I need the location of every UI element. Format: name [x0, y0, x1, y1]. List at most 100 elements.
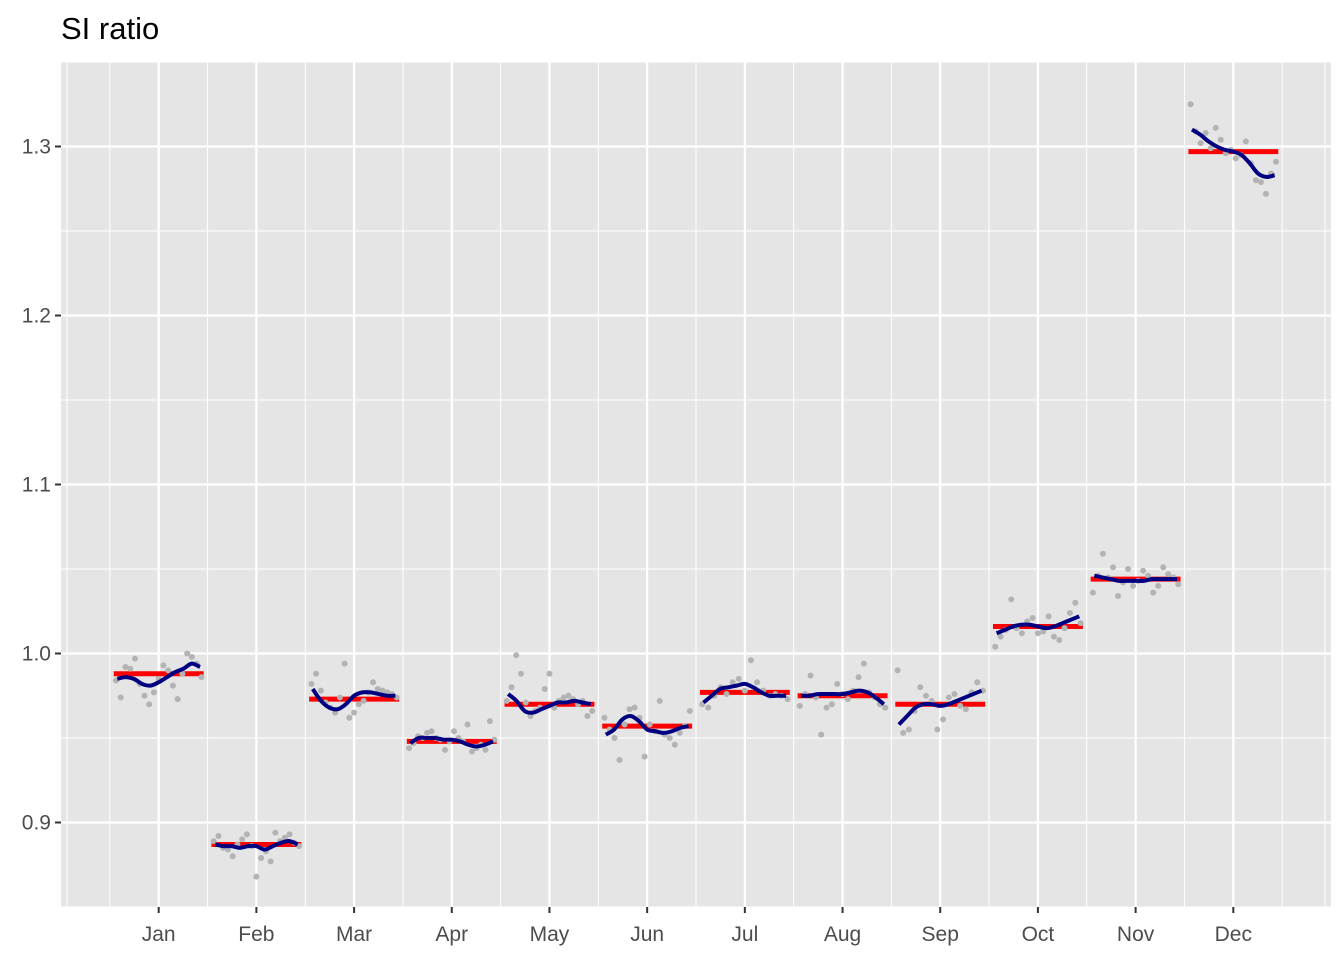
data-point-sep	[957, 702, 964, 709]
data-point-apr	[468, 748, 475, 755]
data-point-nov	[1165, 571, 1172, 578]
x-tick-label-may: May	[530, 923, 570, 946]
data-point-jan	[146, 701, 153, 708]
data-point-may	[513, 652, 520, 659]
data-point-oct	[1045, 613, 1052, 620]
data-point-may	[508, 684, 515, 691]
data-point-nov	[1130, 582, 1137, 589]
data-point-dec	[1207, 145, 1214, 152]
data-point-oct	[1072, 599, 1079, 606]
data-point-oct	[1034, 630, 1041, 637]
data-point-jun	[641, 753, 648, 760]
data-point-oct	[1056, 636, 1063, 643]
data-point-sep	[940, 716, 947, 723]
data-point-jul	[723, 691, 730, 698]
x-axis: Jan Feb Mar Apr May Jun Jul Aug Sep Oct Nov Dec	[142, 907, 1252, 946]
data-point-dec	[1257, 178, 1264, 185]
data-point-sep	[894, 667, 901, 674]
data-point-sep	[974, 679, 981, 686]
data-point-jan	[188, 653, 195, 660]
y-tick-label: 1.1	[22, 474, 51, 497]
data-point-may	[565, 692, 572, 699]
data-point-sep	[900, 729, 907, 736]
data-point-oct	[1066, 609, 1073, 616]
data-point-feb	[267, 858, 274, 865]
data-point-feb	[243, 831, 250, 838]
x-tick-label-dec: Dec	[1215, 923, 1252, 946]
trend-line-jul	[702, 681, 787, 705]
data-point-dec	[1212, 124, 1219, 131]
x-tick-label-jun: Jun	[630, 923, 664, 946]
data-point-jul	[747, 657, 754, 664]
data-point-feb	[210, 838, 217, 845]
data-point-oct	[992, 643, 999, 650]
trend-lines	[116, 127, 1276, 852]
data-point-aug	[882, 704, 889, 711]
data-point-apr	[428, 728, 435, 735]
trend-line-mar	[311, 687, 396, 712]
data-point-mar	[341, 660, 348, 667]
data-point-mar	[308, 680, 315, 687]
data-point-jul	[741, 687, 748, 694]
chart-title: SI ratio	[61, 11, 159, 46]
data-point-mar	[379, 687, 386, 694]
data-point-jun	[656, 697, 663, 704]
data-point-dec	[1202, 129, 1209, 136]
data-point-jan	[141, 692, 148, 699]
data-point-sep	[923, 692, 930, 699]
x-tick-label-sep: Sep	[922, 923, 959, 946]
data-point-jun	[631, 704, 638, 711]
x-tick-label-jul: Jul	[731, 923, 758, 946]
data-point-mar	[351, 709, 358, 716]
data-point-nov	[1125, 566, 1132, 572]
data-point-feb	[239, 836, 246, 843]
data-point-jun	[616, 756, 623, 763]
data-point-jan	[184, 650, 191, 657]
data-point-mar	[313, 670, 320, 677]
data-point-jul	[705, 704, 712, 711]
data-point-oct	[1029, 615, 1036, 622]
data-point-jan	[131, 655, 138, 662]
data-point-nov	[1150, 589, 1157, 596]
data-point-dec	[1272, 158, 1279, 165]
data-point-dec	[1217, 136, 1224, 143]
data-point-nov	[1099, 550, 1106, 557]
data-point-may	[589, 707, 596, 714]
data-point-aug	[828, 701, 835, 708]
data-point-may	[518, 670, 525, 677]
data-point-feb	[272, 829, 279, 836]
data-point-dec	[1252, 177, 1259, 184]
data-point-jun	[671, 741, 678, 748]
trend-line-nov	[1093, 573, 1177, 583]
y-tick-label: 1.3	[22, 136, 51, 159]
data-point-dec	[1242, 138, 1249, 145]
data-point-mar	[317, 687, 324, 694]
data-point-aug	[855, 674, 862, 681]
data-point-sep	[905, 726, 912, 733]
data-point-apr	[482, 746, 489, 753]
data-point-dec	[1232, 155, 1239, 162]
data-point-jan	[179, 670, 186, 677]
grid-major	[61, 62, 1331, 907]
data-point-jun	[666, 735, 673, 741]
data-point-aug	[796, 702, 803, 709]
data-point-jan	[174, 696, 181, 703]
data-point-nov	[1175, 581, 1182, 588]
data-point-jul	[735, 675, 742, 682]
x-tick-label-nov: Nov	[1117, 923, 1155, 946]
data-point-apr	[486, 718, 493, 725]
data-point-jun	[611, 735, 618, 741]
data-point-apr	[451, 728, 458, 735]
data-point-mar	[355, 701, 362, 708]
data-point-sep	[962, 706, 969, 713]
data-point-nov	[1145, 572, 1152, 579]
data-point-jan	[169, 682, 176, 689]
data-point-nov	[1140, 567, 1147, 574]
data-point-aug	[807, 672, 814, 679]
data-point-feb	[253, 873, 260, 880]
data-point-jun	[621, 721, 628, 728]
data-point-jun	[686, 707, 693, 714]
data-point-aug	[860, 660, 867, 667]
data-point-jul	[754, 679, 761, 686]
